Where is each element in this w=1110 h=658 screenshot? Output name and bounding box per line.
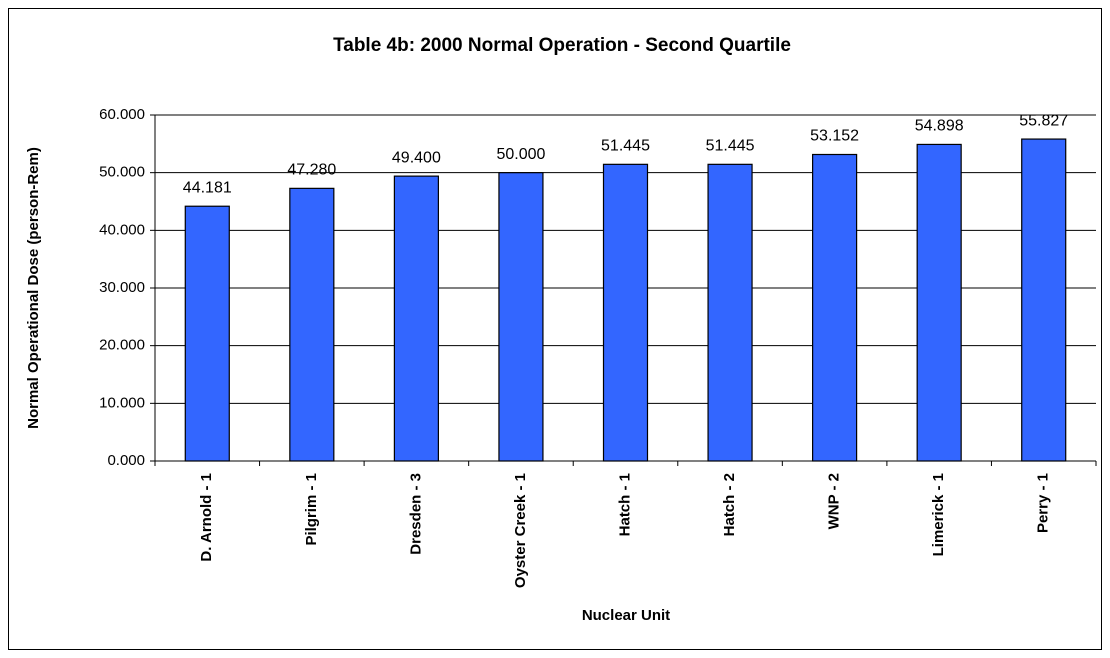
bar	[812, 153, 858, 462]
x-tick-label: Dresden - 3	[407, 473, 424, 555]
value-label: 49.400	[392, 149, 441, 166]
x-tick-label: Limerick - 1	[930, 473, 947, 556]
bar	[289, 187, 335, 462]
x-tick-label: Oyster Creek - 1	[512, 473, 529, 588]
y-tick-label: 50.000	[99, 164, 145, 181]
x-tick-label: D. Arnold - 1	[198, 473, 215, 562]
bar	[393, 175, 439, 462]
bar	[184, 205, 230, 462]
x-tick-label: Hatch - 1	[616, 473, 633, 536]
x-tick-label: Hatch - 2	[721, 473, 738, 536]
y-tick-label: 20.000	[99, 337, 145, 354]
value-label: 50.000	[496, 146, 545, 163]
value-label: 51.445	[601, 138, 650, 155]
value-label: 54.898	[915, 118, 964, 135]
y-tick-label: 10.000	[99, 394, 145, 411]
bar	[602, 163, 649, 462]
y-tick-label: 30.000	[99, 279, 145, 296]
value-label: 44.181	[183, 179, 232, 196]
x-tick-label: Pilgrim - 1	[303, 473, 320, 546]
value-label: 55.827	[1019, 112, 1068, 129]
x-tick-label: Perry - 1	[1035, 473, 1052, 533]
value-label: 47.280	[287, 162, 336, 179]
bar	[707, 163, 753, 462]
y-tick-label: 40.000	[99, 221, 145, 238]
value-label: 51.445	[706, 138, 755, 155]
value-label: 53.152	[810, 128, 859, 145]
y-tick-label: 60.000	[99, 106, 145, 123]
bar	[498, 172, 544, 462]
y-tick-label: 0.000	[107, 452, 145, 469]
y-axis-title: Normal Operational Dose (person-Rem)	[25, 147, 42, 429]
bar	[1021, 138, 1067, 462]
bar	[916, 143, 962, 462]
x-axis-title: Nuclear Unit	[582, 607, 670, 624]
chart-title: Table 4b: 2000 Normal Operation - Second…	[333, 35, 791, 56]
x-tick-label: WNP - 2	[826, 473, 843, 529]
